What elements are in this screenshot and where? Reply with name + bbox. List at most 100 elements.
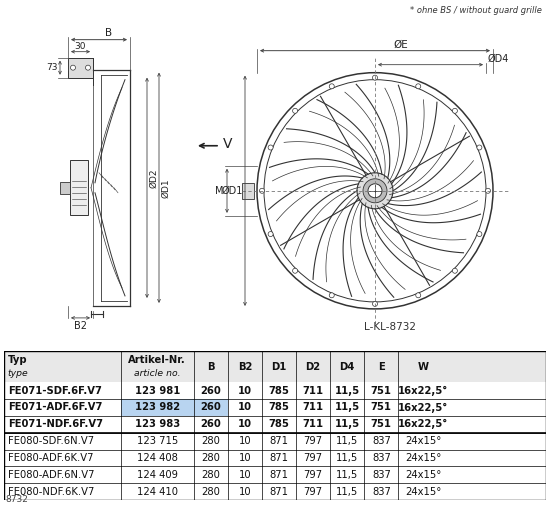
Text: W: W [418,362,429,372]
Bar [194,399,228,416]
Bar [4,416,546,433]
Circle shape [368,184,382,198]
Text: 260: 260 [201,402,221,413]
Bar [4,399,546,416]
Text: B: B [106,28,113,38]
Text: 124 408: 124 408 [137,453,178,463]
Text: 10: 10 [239,453,251,463]
Text: 711: 711 [302,419,324,429]
Text: 785: 785 [268,386,289,395]
Circle shape [486,188,491,193]
Text: 16x22,5°: 16x22,5° [398,419,448,429]
Bar [60,182,70,194]
Text: 797: 797 [304,453,323,463]
Circle shape [453,268,458,273]
Bar [4,483,546,500]
Text: 24x15°: 24x15° [405,486,442,496]
Bar [4,466,546,483]
Circle shape [260,188,265,193]
Bar [242,183,254,199]
Text: D2: D2 [306,362,321,372]
Text: ØD2: ØD2 [149,168,158,187]
Text: 10: 10 [238,386,252,395]
Text: 837: 837 [372,486,391,496]
Circle shape [363,179,387,203]
Text: 73: 73 [47,63,58,72]
Text: 797: 797 [304,486,323,496]
Circle shape [477,145,482,150]
Text: 10: 10 [239,470,251,480]
Text: FE080-NDF.6K.V7: FE080-NDF.6K.V7 [8,486,94,496]
Text: L-KL-8732: L-KL-8732 [364,322,416,332]
Bar [4,449,546,466]
Circle shape [372,75,377,80]
Text: 260: 260 [201,386,221,395]
Bar [68,58,93,78]
Circle shape [453,108,458,113]
Bar [4,433,546,449]
Text: 8732: 8732 [6,495,29,504]
Text: 11,5: 11,5 [335,386,360,395]
Text: 280: 280 [201,486,221,496]
Text: 24x15°: 24x15° [405,453,442,463]
Text: type: type [8,369,29,378]
Text: 11,5: 11,5 [336,436,359,446]
Text: 751: 751 [371,386,392,395]
Text: FE080-ADF.6N.V7: FE080-ADF.6N.V7 [8,470,94,480]
Text: Typ: Typ [8,356,28,365]
Text: 24x15°: 24x15° [405,436,442,446]
Text: * ohne BS / without guard grille: * ohne BS / without guard grille [410,6,542,15]
Text: 797: 797 [304,436,323,446]
Circle shape [293,268,298,273]
Text: 751: 751 [371,419,392,429]
Text: 871: 871 [270,486,289,496]
Text: B: B [207,362,214,372]
Text: 10: 10 [239,436,251,446]
Text: D4: D4 [339,362,355,372]
Text: 124 410: 124 410 [137,486,178,496]
Text: article no.: article no. [134,369,180,378]
Text: 24x15°: 24x15° [405,470,442,480]
Text: FE080-ADF.6K.V7: FE080-ADF.6K.V7 [8,453,93,463]
Text: 871: 871 [270,470,289,480]
Bar [4,382,546,399]
Text: 11,5: 11,5 [335,402,360,413]
Text: 11,5: 11,5 [336,453,359,463]
Circle shape [357,173,393,209]
Text: 260: 260 [201,419,221,429]
Text: 837: 837 [372,470,391,480]
Text: ØD1: ØD1 [222,186,243,196]
Circle shape [372,301,377,307]
Bar [4,351,546,382]
Text: 123 983: 123 983 [135,419,180,429]
Text: 10: 10 [238,419,252,429]
Bar [70,160,88,215]
Circle shape [477,232,482,236]
Text: B2: B2 [74,321,87,331]
Text: 280: 280 [201,470,221,480]
Text: FE071-ADF.6F.V7: FE071-ADF.6F.V7 [8,402,102,413]
Text: ØD1: ØD1 [161,178,170,197]
Text: 123 715: 123 715 [136,436,178,446]
Text: 10: 10 [238,402,252,413]
Text: 837: 837 [372,453,391,463]
Text: E: E [378,362,384,372]
Text: FE071-NDF.6F.V7: FE071-NDF.6F.V7 [8,419,103,429]
Text: 837: 837 [372,436,391,446]
Text: 11,5: 11,5 [335,419,360,429]
Circle shape [329,293,334,298]
Text: 797: 797 [304,470,323,480]
Bar [121,399,194,416]
Text: 751: 751 [371,402,392,413]
Circle shape [416,84,421,89]
Text: D1: D1 [271,362,287,372]
Text: 30: 30 [75,41,86,51]
Circle shape [70,65,75,70]
Circle shape [85,65,91,70]
Text: FE080-SDF.6N.V7: FE080-SDF.6N.V7 [8,436,94,446]
Text: FE071-SDF.6F.V7: FE071-SDF.6F.V7 [8,386,102,395]
Text: 785: 785 [268,419,289,429]
Text: 711: 711 [302,402,324,413]
Text: 11,5: 11,5 [336,470,359,480]
Circle shape [268,232,273,236]
